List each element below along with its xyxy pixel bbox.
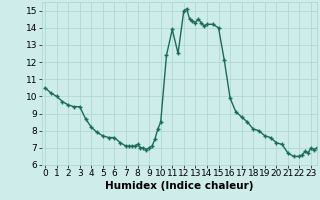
X-axis label: Humidex (Indice chaleur): Humidex (Indice chaleur) [105, 181, 253, 191]
